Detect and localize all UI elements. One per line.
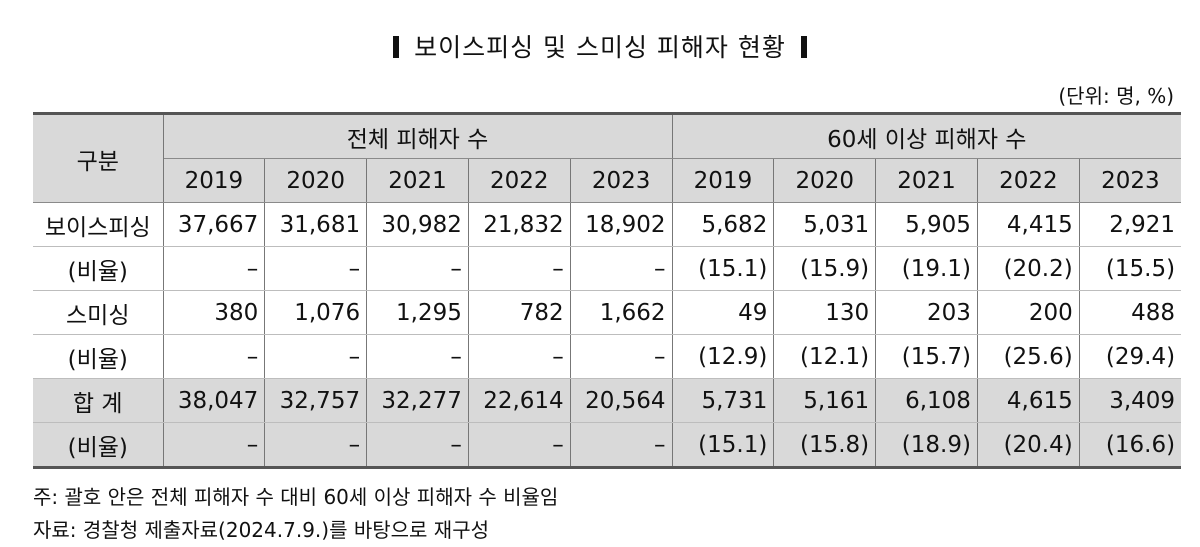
year-header: 2020 xyxy=(773,158,877,203)
table-cell: (15.9) xyxy=(773,246,877,291)
table-cell: 4,615 xyxy=(976,378,1080,423)
table-cell: – xyxy=(569,334,673,379)
table-row: (비율) – – – – – (15.1) (15.8) (18.9) (20.4) (16.6) xyxy=(33,422,1182,469)
year-header: 2022 xyxy=(467,158,571,203)
table-cell: (15.7) xyxy=(875,334,978,379)
table-cell: 22,614 xyxy=(467,378,571,423)
row-label: (비율) xyxy=(33,246,164,291)
table-cell: – xyxy=(569,422,673,469)
table-cell: 488 xyxy=(1078,290,1182,335)
table-cell: 4,415 xyxy=(976,202,1080,247)
table-cell: (15.1) xyxy=(671,246,775,291)
table-cell: 31,681 xyxy=(264,202,368,247)
table-cell: 1,076 xyxy=(264,290,368,335)
table-cell: 200 xyxy=(976,290,1080,335)
table-cell: 5,682 xyxy=(671,202,775,247)
table-cell: (15.5) xyxy=(1078,246,1182,291)
year-header: 2022 xyxy=(976,158,1080,203)
year-header: 2023 xyxy=(1078,158,1182,203)
title-left-bar xyxy=(393,36,400,58)
row-label: 합 계 xyxy=(33,378,164,423)
table-cell: 21,832 xyxy=(467,202,571,247)
table-cell: 18,902 xyxy=(569,202,673,247)
note-explanation: 주: 괄호 안은 전체 피해자 수 대비 60세 이상 피해자 수 비율임 xyxy=(33,485,559,509)
table-cell: – xyxy=(162,422,266,469)
note-source: 자료: 경찰청 제출자료(2024.7.9.)를 바탕으로 재구성 xyxy=(33,518,489,542)
table-cell: 5,161 xyxy=(773,378,877,423)
year-header: 2019 xyxy=(163,158,266,203)
table-cell: (12.9) xyxy=(671,334,775,379)
table-row: 스미싱 380 1,076 1,295 782 1,662 49 130 203 200 488 xyxy=(33,290,1182,335)
table-cell: – xyxy=(162,246,266,291)
title-right-bar xyxy=(800,36,807,58)
header-category: 구분 xyxy=(33,112,164,203)
table-cell: 6,108 xyxy=(875,378,978,423)
table-cell: 203 xyxy=(875,290,978,335)
table-cell: – xyxy=(569,246,673,291)
table-cell: (15.1) xyxy=(671,422,775,469)
table-cell: 38,047 xyxy=(162,378,266,423)
table-cell: 49 xyxy=(671,290,775,335)
table-cell: 130 xyxy=(773,290,877,335)
row-label: 스미싱 xyxy=(33,290,164,335)
table-cell: 30,982 xyxy=(366,202,469,247)
row-label: 보이스피싱 xyxy=(33,202,164,247)
victim-statistics-table: 구분 전체 피해자 수 60세 이상 피해자 수 2019 2020 2021 202… xyxy=(33,112,1182,469)
document-title: 보이스피싱 및 스미싱 피해자 현황 xyxy=(0,28,1200,64)
year-header-row: 2019 2020 2021 2022 2023 2019 2020 2021 2022 2023 xyxy=(33,158,1182,203)
table-cell: – xyxy=(366,422,469,469)
header-over-60-victims: 60세 이상 피해자 수 xyxy=(671,112,1182,159)
table-cell: – xyxy=(467,246,571,291)
table-cell: – xyxy=(467,422,571,469)
table-cell: 37,667 xyxy=(162,202,266,247)
table-row: 보이스피싱 37,667 31,681 30,982 21,832 18,902 5,682… xyxy=(33,202,1182,247)
table-cell: 5,031 xyxy=(773,202,877,247)
table-cell: (16.6) xyxy=(1078,422,1182,469)
title-text: 보이스피싱 및 스미싱 피해자 현황 xyxy=(414,33,786,62)
table-cell: – xyxy=(467,334,571,379)
table-cell: (20.2) xyxy=(976,246,1080,291)
table-cell: (18.9) xyxy=(875,422,978,469)
table-cell: – xyxy=(366,246,469,291)
table-cell: – xyxy=(264,422,368,469)
year-header: 2020 xyxy=(264,158,368,203)
table-cell: 32,277 xyxy=(366,378,469,423)
table-cell: – xyxy=(162,334,266,379)
table-cell: 2,921 xyxy=(1078,202,1182,247)
table-cell: 32,757 xyxy=(264,378,368,423)
year-header: 2021 xyxy=(875,158,978,203)
table-cell: – xyxy=(264,246,368,291)
table-cell: – xyxy=(366,334,469,379)
table-cell: – xyxy=(264,334,368,379)
table-cell: (15.8) xyxy=(773,422,877,469)
table-cell: (25.6) xyxy=(976,334,1080,379)
table-cell: 5,905 xyxy=(875,202,978,247)
table-body: 보이스피싱 37,667 31,681 30,982 21,832 18,902 5,682… xyxy=(33,202,1182,469)
table-cell: 5,731 xyxy=(671,378,775,423)
year-header: 2021 xyxy=(366,158,469,203)
table-cell: 1,662 xyxy=(569,290,673,335)
footnotes: 주: 괄호 안은 전체 피해자 수 대비 60세 이상 피해자 수 비율임 자료… xyxy=(33,481,558,547)
table-cell: 782 xyxy=(467,290,571,335)
group-header-row: 구분 전체 피해자 수 60세 이상 피해자 수 xyxy=(33,112,1182,203)
table-cell: (20.4) xyxy=(976,422,1080,469)
table-cell: 380 xyxy=(162,290,266,335)
table-cell: (29.4) xyxy=(1078,334,1182,379)
year-header: 2019 xyxy=(671,158,775,203)
year-header: 2023 xyxy=(569,158,673,203)
row-label: (비율) xyxy=(33,334,164,379)
table-row: (비율) – – – – – (15.1) (15.9) (19.1) (20.2) (15.5) xyxy=(33,246,1182,291)
table-cell: (12.1) xyxy=(773,334,877,379)
table-cell: 3,409 xyxy=(1078,378,1182,423)
table-row: (비율) – – – – – (12.9) (12.1) (15.7) (25.6) (29.4) xyxy=(33,334,1182,379)
table-cell: 20,564 xyxy=(569,378,673,423)
unit-label: (단위: 명, %) xyxy=(1058,84,1174,108)
row-label: (비율) xyxy=(33,422,164,469)
table-row: 합 계 38,047 32,757 32,277 22,614 20,564 5,731 5,… xyxy=(33,378,1182,423)
table-cell: (19.1) xyxy=(875,246,978,291)
header-all-victims: 전체 피해자 수 xyxy=(162,112,673,159)
table-cell: 1,295 xyxy=(366,290,469,335)
